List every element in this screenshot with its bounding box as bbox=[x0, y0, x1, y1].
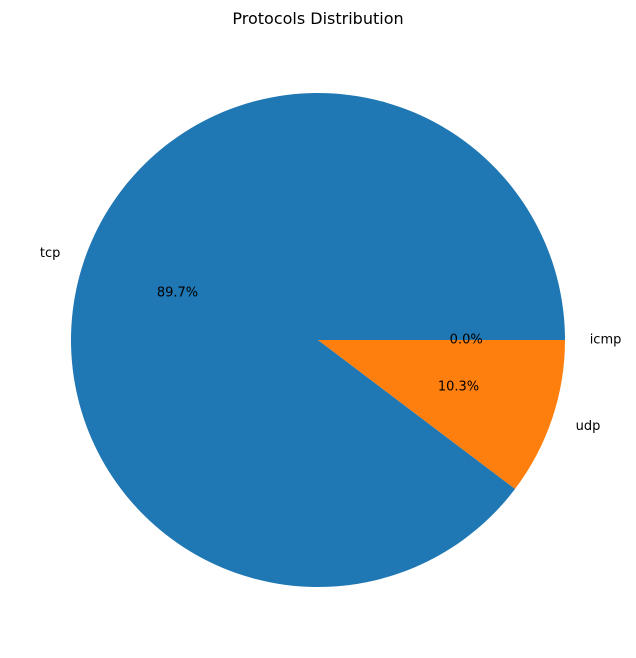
chart-title: Protocols Distribution bbox=[232, 9, 403, 28]
pie-slice-tcp bbox=[71, 93, 566, 588]
slice-label-tcp: tcp bbox=[40, 246, 61, 261]
pct-label-icmp: 0.0% bbox=[450, 333, 483, 348]
slice-label-udp: udp bbox=[576, 419, 601, 434]
labels-group: tcp 89.7% udp 10.3% icmp 0.0% bbox=[40, 246, 621, 434]
slices-group bbox=[71, 93, 566, 588]
pct-label-tcp: 89.7% bbox=[157, 285, 198, 300]
pie-slice-udp bbox=[318, 340, 565, 489]
slice-label-icmp: icmp bbox=[590, 333, 622, 348]
pct-label-udp: 10.3% bbox=[438, 380, 479, 395]
